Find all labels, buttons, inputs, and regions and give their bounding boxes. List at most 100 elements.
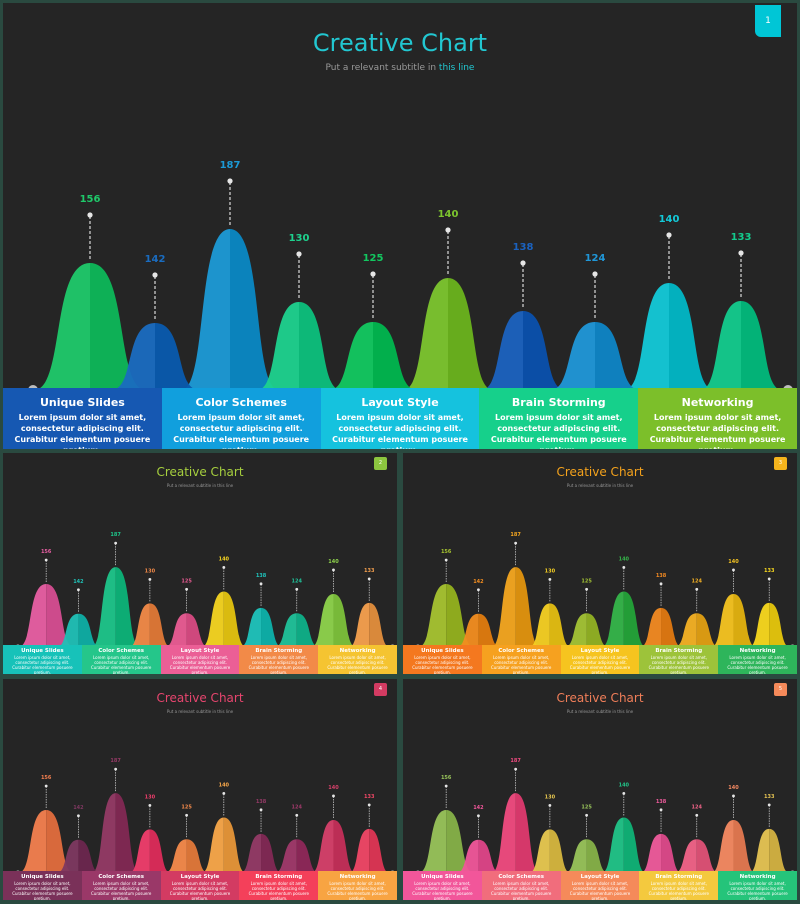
legend-title: Color Schemes — [498, 648, 545, 654]
peak-right-half — [155, 323, 199, 390]
data-label: 142 — [473, 805, 484, 811]
marker-pin — [227, 178, 233, 184]
data-label: 140 — [438, 209, 459, 220]
peak-right-half — [669, 283, 714, 390]
peak-right-half — [623, 817, 647, 874]
peak-left-half — [164, 839, 187, 874]
legend-cell: Layout Style Lorem ipsum dolor sit amet, … — [320, 388, 480, 449]
legend-title: Color Schemes — [98, 874, 145, 880]
marker-pin — [367, 577, 371, 581]
page-number-badge: 3 — [774, 457, 787, 470]
legend-title: Networking — [339, 874, 376, 880]
marker-pin — [477, 814, 480, 818]
marker-pin — [222, 792, 226, 795]
legend-title: Unique Slides — [421, 874, 464, 880]
peak-right-half — [186, 613, 209, 648]
legend-body: Lorem ipsum dolor sit amet, consectetur … — [173, 413, 310, 449]
data-label: 138 — [656, 799, 667, 805]
peak-right-half — [223, 591, 247, 648]
peak-left-half — [56, 613, 79, 648]
data-label: 130 — [145, 568, 156, 574]
legend-cell: Layout Style Lorem ipsum dolor sit amet, … — [160, 871, 240, 900]
peak-right-half — [696, 839, 720, 874]
legend-cell: Layout Style Lorem ipsum dolor sit amet, … — [160, 645, 240, 674]
legend-title: Brain Storming — [255, 874, 303, 880]
peak-right-half — [623, 591, 647, 648]
peak-left-half — [274, 613, 297, 648]
peak-left-half — [481, 311, 523, 390]
legend-body: Lorem ipsum dolor sit amet, consectetur … — [727, 881, 788, 900]
slide-variant: Creative Chart Put a relevant subtitle i… — [403, 679, 797, 900]
peak-left-half — [240, 833, 262, 874]
data-label: 156 — [441, 549, 452, 555]
peak-right-half — [515, 567, 540, 648]
peak-chart: 156 142 187 130 125 140 138 124 140 133 — [15, 758, 396, 876]
page-number-badge: 4 — [374, 683, 387, 696]
page-number-badge: 5 — [774, 683, 787, 696]
marker-pin — [622, 566, 626, 569]
slide-subtitle: Put a relevant subtitle in this line — [566, 709, 634, 714]
page-number-badge: 1 — [755, 5, 781, 37]
peak-right-half — [46, 584, 74, 648]
subtitle-link: this line — [438, 63, 475, 73]
footer-legend: Unique Slides Lorem ipsum dolor sit amet,… — [403, 871, 797, 900]
data-label: 187 — [510, 758, 521, 764]
legend-cell: Brain Storming Lorem ipsum dolor sit amet… — [639, 871, 719, 900]
peak-left-half — [674, 839, 697, 874]
peak-right-half — [333, 819, 356, 874]
legend-cell: Networking Lorem ipsum dolor sit amet, co… — [718, 871, 797, 900]
subtitle-text: Put a relevant subtitle in — [325, 63, 439, 73]
peak-right-half — [149, 829, 171, 874]
marker-pin — [445, 227, 451, 233]
peak-left-half — [550, 322, 595, 390]
peak-left-half — [257, 302, 299, 390]
peak-left-half — [700, 301, 741, 390]
peak-left-half — [711, 593, 734, 648]
data-label: 138 — [656, 573, 667, 579]
peak-left-half — [91, 793, 116, 874]
data-label: 156 — [441, 775, 452, 781]
marker-pin — [295, 813, 299, 817]
legend-body: Lorem ipsum dolor sit amet, consectetur … — [569, 881, 631, 900]
peak-right-half — [223, 817, 247, 874]
data-label: 138 — [256, 573, 267, 579]
data-label: 125 — [363, 253, 384, 264]
legend-title: Color Schemes — [98, 648, 145, 654]
peak-left-half — [274, 839, 297, 874]
footer-legend: Unique Slides Lorem ipsum dolor sit amet,… — [403, 645, 797, 674]
marker-pin — [87, 212, 93, 218]
slide-title: Creative Chart — [312, 29, 488, 57]
marker-pin — [659, 808, 663, 812]
marker-pin — [695, 813, 699, 817]
data-label: 140 — [219, 556, 230, 562]
peak-right-half — [661, 607, 682, 648]
legend-cell: Networking Lorem ipsum dolor sit amet, co… — [718, 645, 797, 674]
peak-left-half — [456, 839, 479, 874]
data-label: 133 — [364, 568, 375, 574]
peak-right-half — [661, 833, 682, 874]
legend-cell: Unique Slides Lorem ipsum dolor sit amet,… — [3, 388, 162, 449]
legend-cell: Layout Style Lorem ipsum dolor sit amet, … — [560, 645, 640, 674]
data-label: 130 — [545, 568, 556, 574]
legend-title: Networking — [681, 396, 754, 409]
peak-left-half — [711, 819, 734, 874]
slide-variant: Creative Chart Put a relevant subtitle i… — [3, 453, 397, 674]
legend-body: Lorem ipsum dolor sit amet, consectetur … — [569, 655, 631, 674]
legend-title: Unique Slides — [21, 874, 64, 880]
marker-pin — [444, 558, 448, 562]
data-label: 142 — [145, 254, 166, 265]
peak-chart: 156 142 187 130 125 140 138 124 140 133 — [415, 532, 796, 650]
peak-left-half — [18, 584, 47, 648]
legend-cell: Layout Style Lorem ipsum dolor sit amet, … — [560, 871, 640, 900]
peak-right-half — [478, 839, 501, 874]
peak-chart: 156 142 187 130 125 140 138 124 140 133 — [28, 160, 793, 395]
peak-right-half — [115, 567, 140, 648]
marker-pin — [732, 568, 735, 572]
peak-left-half — [564, 613, 587, 648]
legend-cell: Networking Lorem ipsum dolor sit amet, co… — [638, 388, 797, 449]
data-label: 140 — [619, 556, 630, 562]
peak-left-half — [181, 229, 230, 390]
legend-body: Lorem ipsum dolor sit amet, consectetur … — [491, 655, 552, 674]
slide-title: Creative Chart — [556, 691, 644, 705]
legend-title: Networking — [739, 874, 776, 880]
